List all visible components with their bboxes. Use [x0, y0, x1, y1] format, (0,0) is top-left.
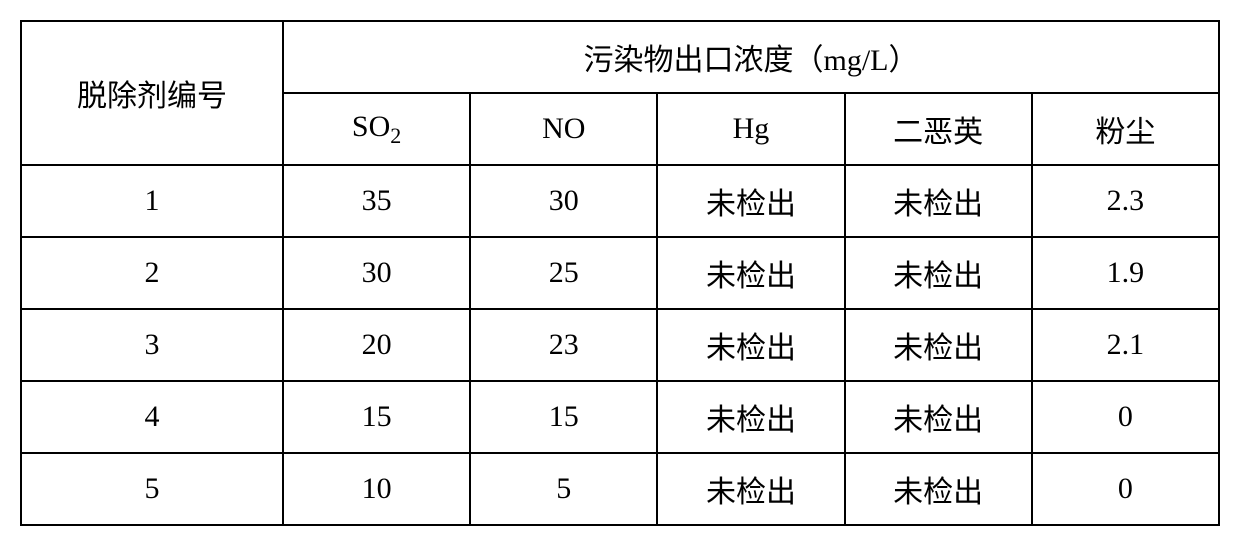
row-id: 5 [21, 453, 283, 525]
cell-dioxin: 未检出 [845, 237, 1032, 309]
cell-hg: 未检出 [657, 381, 844, 453]
cell-dust: 1.9 [1032, 237, 1219, 309]
cell-so2: 20 [283, 309, 470, 381]
cell-so2: 35 [283, 165, 470, 237]
table-body: 1 35 30 未检出 未检出 2.3 2 30 25 未检出 未检出 1.9 … [21, 165, 1219, 525]
col-dioxin: 二恶英 [845, 93, 1032, 165]
table-row: 5 10 5 未检出 未检出 0 [21, 453, 1219, 525]
cell-no: 25 [470, 237, 657, 309]
cell-dioxin: 未检出 [845, 453, 1032, 525]
group-header: 污染物出口浓度（mg/L） [283, 21, 1219, 93]
cell-dust: 2.3 [1032, 165, 1219, 237]
table-row: 1 35 30 未检出 未检出 2.3 [21, 165, 1219, 237]
cell-so2: 15 [283, 381, 470, 453]
cell-hg: 未检出 [657, 237, 844, 309]
table-row: 2 30 25 未检出 未检出 1.9 [21, 237, 1219, 309]
cell-dust: 0 [1032, 453, 1219, 525]
row-id: 2 [21, 237, 283, 309]
cell-hg: 未检出 [657, 453, 844, 525]
col-no: NO [470, 93, 657, 165]
cell-dioxin: 未检出 [845, 381, 1032, 453]
cell-so2: 30 [283, 237, 470, 309]
row-header-label: 脱除剂编号 [21, 21, 283, 165]
table-row: 3 20 23 未检出 未检出 2.1 [21, 309, 1219, 381]
cell-dust: 2.1 [1032, 309, 1219, 381]
cell-no: 15 [470, 381, 657, 453]
table-row: 4 15 15 未检出 未检出 0 [21, 381, 1219, 453]
cell-no: 5 [470, 453, 657, 525]
cell-dioxin: 未检出 [845, 309, 1032, 381]
cell-dust: 0 [1032, 381, 1219, 453]
row-id: 3 [21, 309, 283, 381]
cell-hg: 未检出 [657, 309, 844, 381]
cell-dioxin: 未检出 [845, 165, 1032, 237]
pollutant-table: 脱除剂编号 污染物出口浓度（mg/L） SO2 NO Hg 二恶英 粉尘 1 3… [20, 20, 1220, 526]
cell-so2: 10 [283, 453, 470, 525]
row-id: 1 [21, 165, 283, 237]
cell-hg: 未检出 [657, 165, 844, 237]
cell-no: 30 [470, 165, 657, 237]
row-id: 4 [21, 381, 283, 453]
col-so2: SO2 [283, 93, 470, 165]
cell-no: 23 [470, 309, 657, 381]
col-hg: Hg [657, 93, 844, 165]
col-dust: 粉尘 [1032, 93, 1219, 165]
